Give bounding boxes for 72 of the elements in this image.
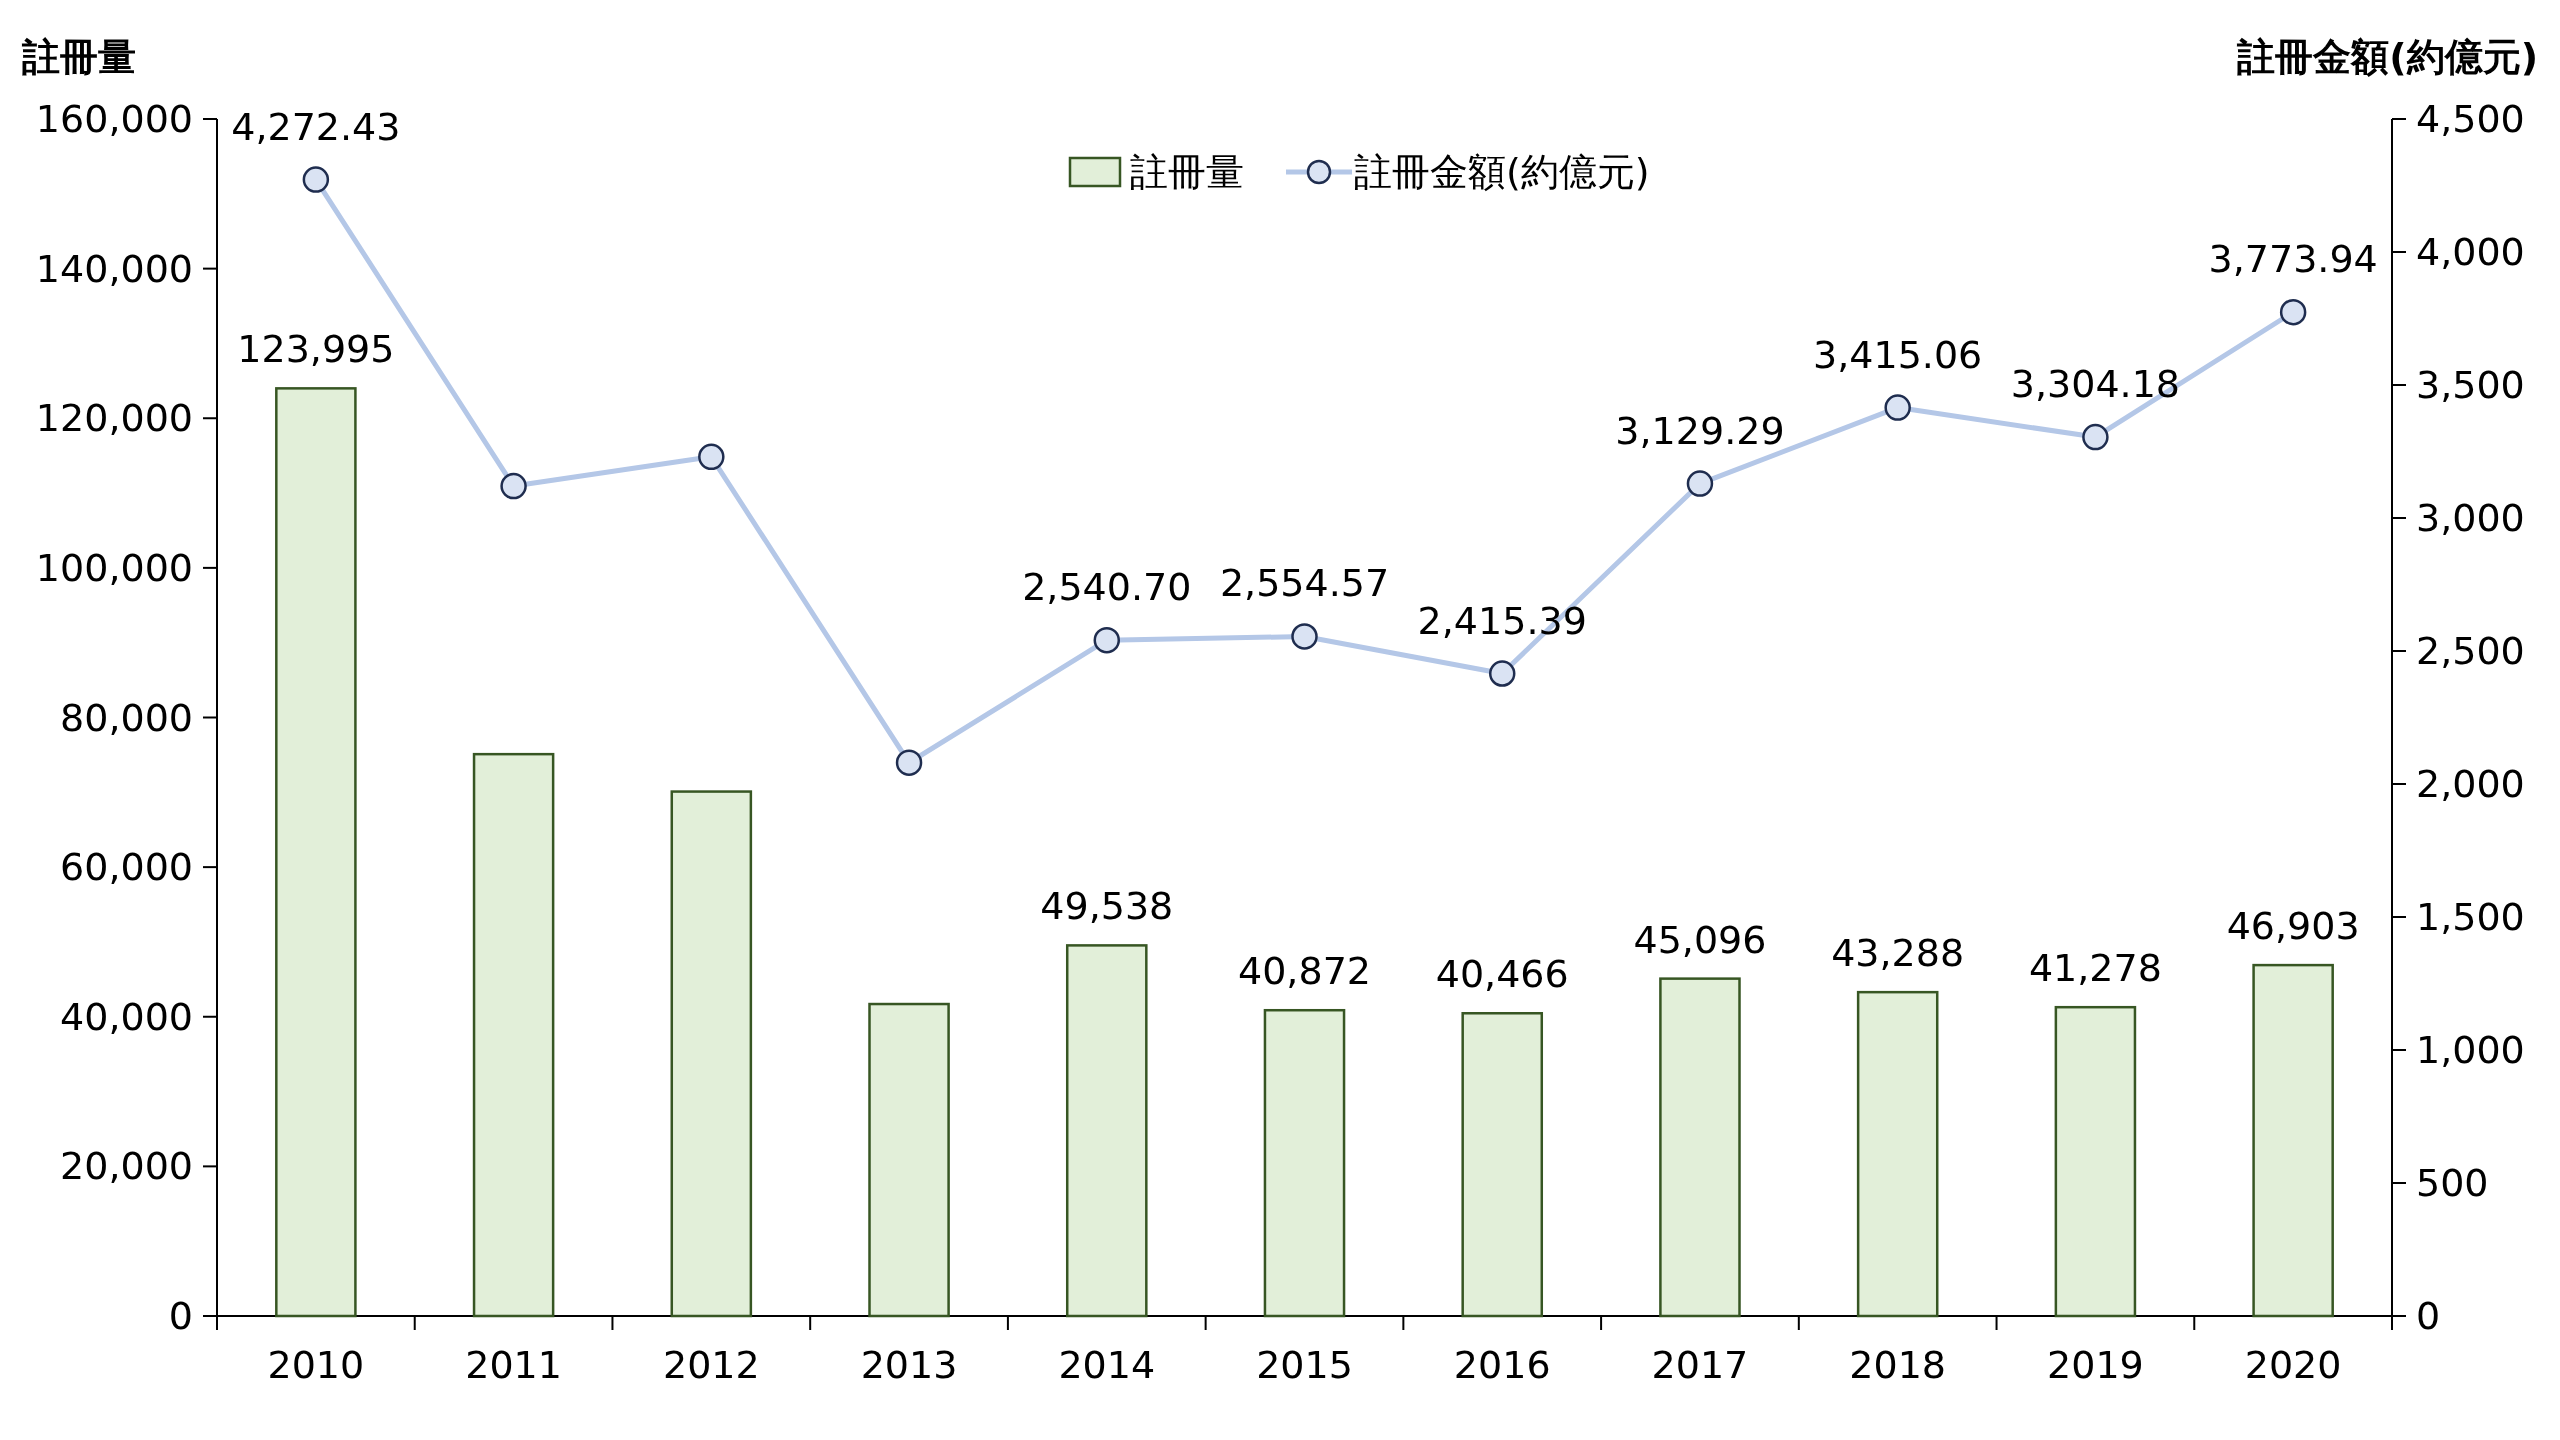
bar bbox=[1065, 944, 1148, 1318]
data-label: 45,096 bbox=[1633, 917, 1767, 962]
x-tick-label: 2014 bbox=[1058, 1343, 1156, 1387]
y2-tick-label: 0 bbox=[2416, 1294, 2441, 1338]
y-tick-label: 80,000 bbox=[60, 695, 193, 740]
y-tick-label: 140,000 bbox=[35, 246, 193, 291]
bar bbox=[670, 790, 753, 1318]
data-label: 2,540.70 bbox=[1022, 565, 1192, 610]
data-label: 49,538 bbox=[1040, 884, 1174, 929]
y2-tick-label: 4,000 bbox=[2416, 230, 2525, 274]
x-tick-label: 2018 bbox=[1849, 1343, 1947, 1387]
data-label: 3,773.94 bbox=[2208, 237, 2378, 282]
legend-label: 註冊量 bbox=[1130, 150, 1244, 194]
point bbox=[1093, 626, 1121, 654]
y2-tick-label: 2,500 bbox=[2416, 629, 2525, 673]
data-label: 4,272.43 bbox=[231, 104, 401, 149]
data-label: 2,554.57 bbox=[1219, 561, 1390, 606]
y-axis-title: 註冊量 bbox=[21, 35, 136, 79]
x-tick-label: 2020 bbox=[2244, 1343, 2342, 1387]
y-tick-label: 120,000 bbox=[35, 396, 193, 441]
data-label: 43,288 bbox=[1831, 931, 1965, 976]
point bbox=[698, 443, 725, 471]
x-tick-label: 2019 bbox=[2047, 1343, 2144, 1387]
y2-tick-label: 1,000 bbox=[2416, 1028, 2525, 1072]
x-tick-label: 2011 bbox=[465, 1343, 562, 1387]
data-label: 2,415.39 bbox=[1417, 598, 1587, 643]
legend-label: 註冊金額(約億元) bbox=[1354, 150, 1650, 194]
point bbox=[2082, 423, 2109, 451]
x-tick-label: 2017 bbox=[1651, 1343, 1749, 1387]
x-tick-label: 2012 bbox=[662, 1343, 760, 1387]
point bbox=[1488, 660, 1516, 687]
y2-axis-title: 註冊金額(約億元) bbox=[2236, 35, 2538, 79]
data-label: 46,903 bbox=[2226, 904, 2360, 949]
data-label: 3,304.18 bbox=[2010, 362, 2181, 407]
bar bbox=[472, 752, 555, 1318]
point bbox=[2279, 298, 2307, 326]
y2-tick-label: 2,000 bbox=[2416, 762, 2525, 806]
data-label: 3,129.29 bbox=[1615, 408, 1785, 453]
point bbox=[1884, 394, 1911, 421]
data-label: 40,872 bbox=[1238, 949, 1371, 994]
y-tick-label: 20,000 bbox=[60, 1144, 193, 1189]
bar bbox=[1263, 1008, 1346, 1318]
y-tick-label: 160,000 bbox=[35, 97, 193, 141]
x-tick-label: 2015 bbox=[1256, 1343, 1353, 1387]
bar bbox=[275, 387, 357, 1318]
bar bbox=[868, 1002, 950, 1318]
point bbox=[302, 166, 330, 193]
data-label: 3,415.06 bbox=[1813, 332, 1983, 377]
point bbox=[1291, 623, 1318, 650]
bar bbox=[2252, 963, 2334, 1318]
y2-tick-label: 3,000 bbox=[2416, 496, 2525, 540]
y2-tick-label: 1,500 bbox=[2416, 895, 2525, 939]
y-tick-label: 60,000 bbox=[60, 845, 193, 890]
bar bbox=[1659, 977, 1741, 1318]
x-tick-label: 2010 bbox=[267, 1343, 365, 1387]
data-label: 40,466 bbox=[1435, 952, 1569, 997]
bar bbox=[2054, 1005, 2137, 1318]
data-label: 41,278 bbox=[2028, 946, 2162, 991]
point bbox=[500, 472, 527, 500]
y-tick-label: 40,000 bbox=[60, 994, 193, 1039]
y2-tick-label: 4,500 bbox=[2416, 97, 2525, 141]
point bbox=[1686, 470, 1714, 497]
x-tick-label: 2013 bbox=[860, 1343, 958, 1387]
bar bbox=[1461, 1012, 1544, 1318]
y2-tick-label: 3,500 bbox=[2416, 363, 2525, 407]
y-tick-label: 100,000 bbox=[35, 545, 193, 590]
point bbox=[895, 749, 923, 776]
data-label: 123,995 bbox=[237, 327, 395, 372]
y-tick-label: 0 bbox=[168, 1294, 193, 1338]
y2-tick-label: 500 bbox=[2416, 1161, 2489, 1205]
x-tick-label: 2016 bbox=[1453, 1343, 1551, 1387]
bar bbox=[1856, 990, 1939, 1318]
